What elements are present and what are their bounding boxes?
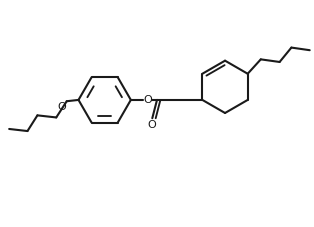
Text: O: O (147, 119, 156, 129)
Text: O: O (58, 101, 66, 111)
Text: O: O (143, 95, 152, 105)
